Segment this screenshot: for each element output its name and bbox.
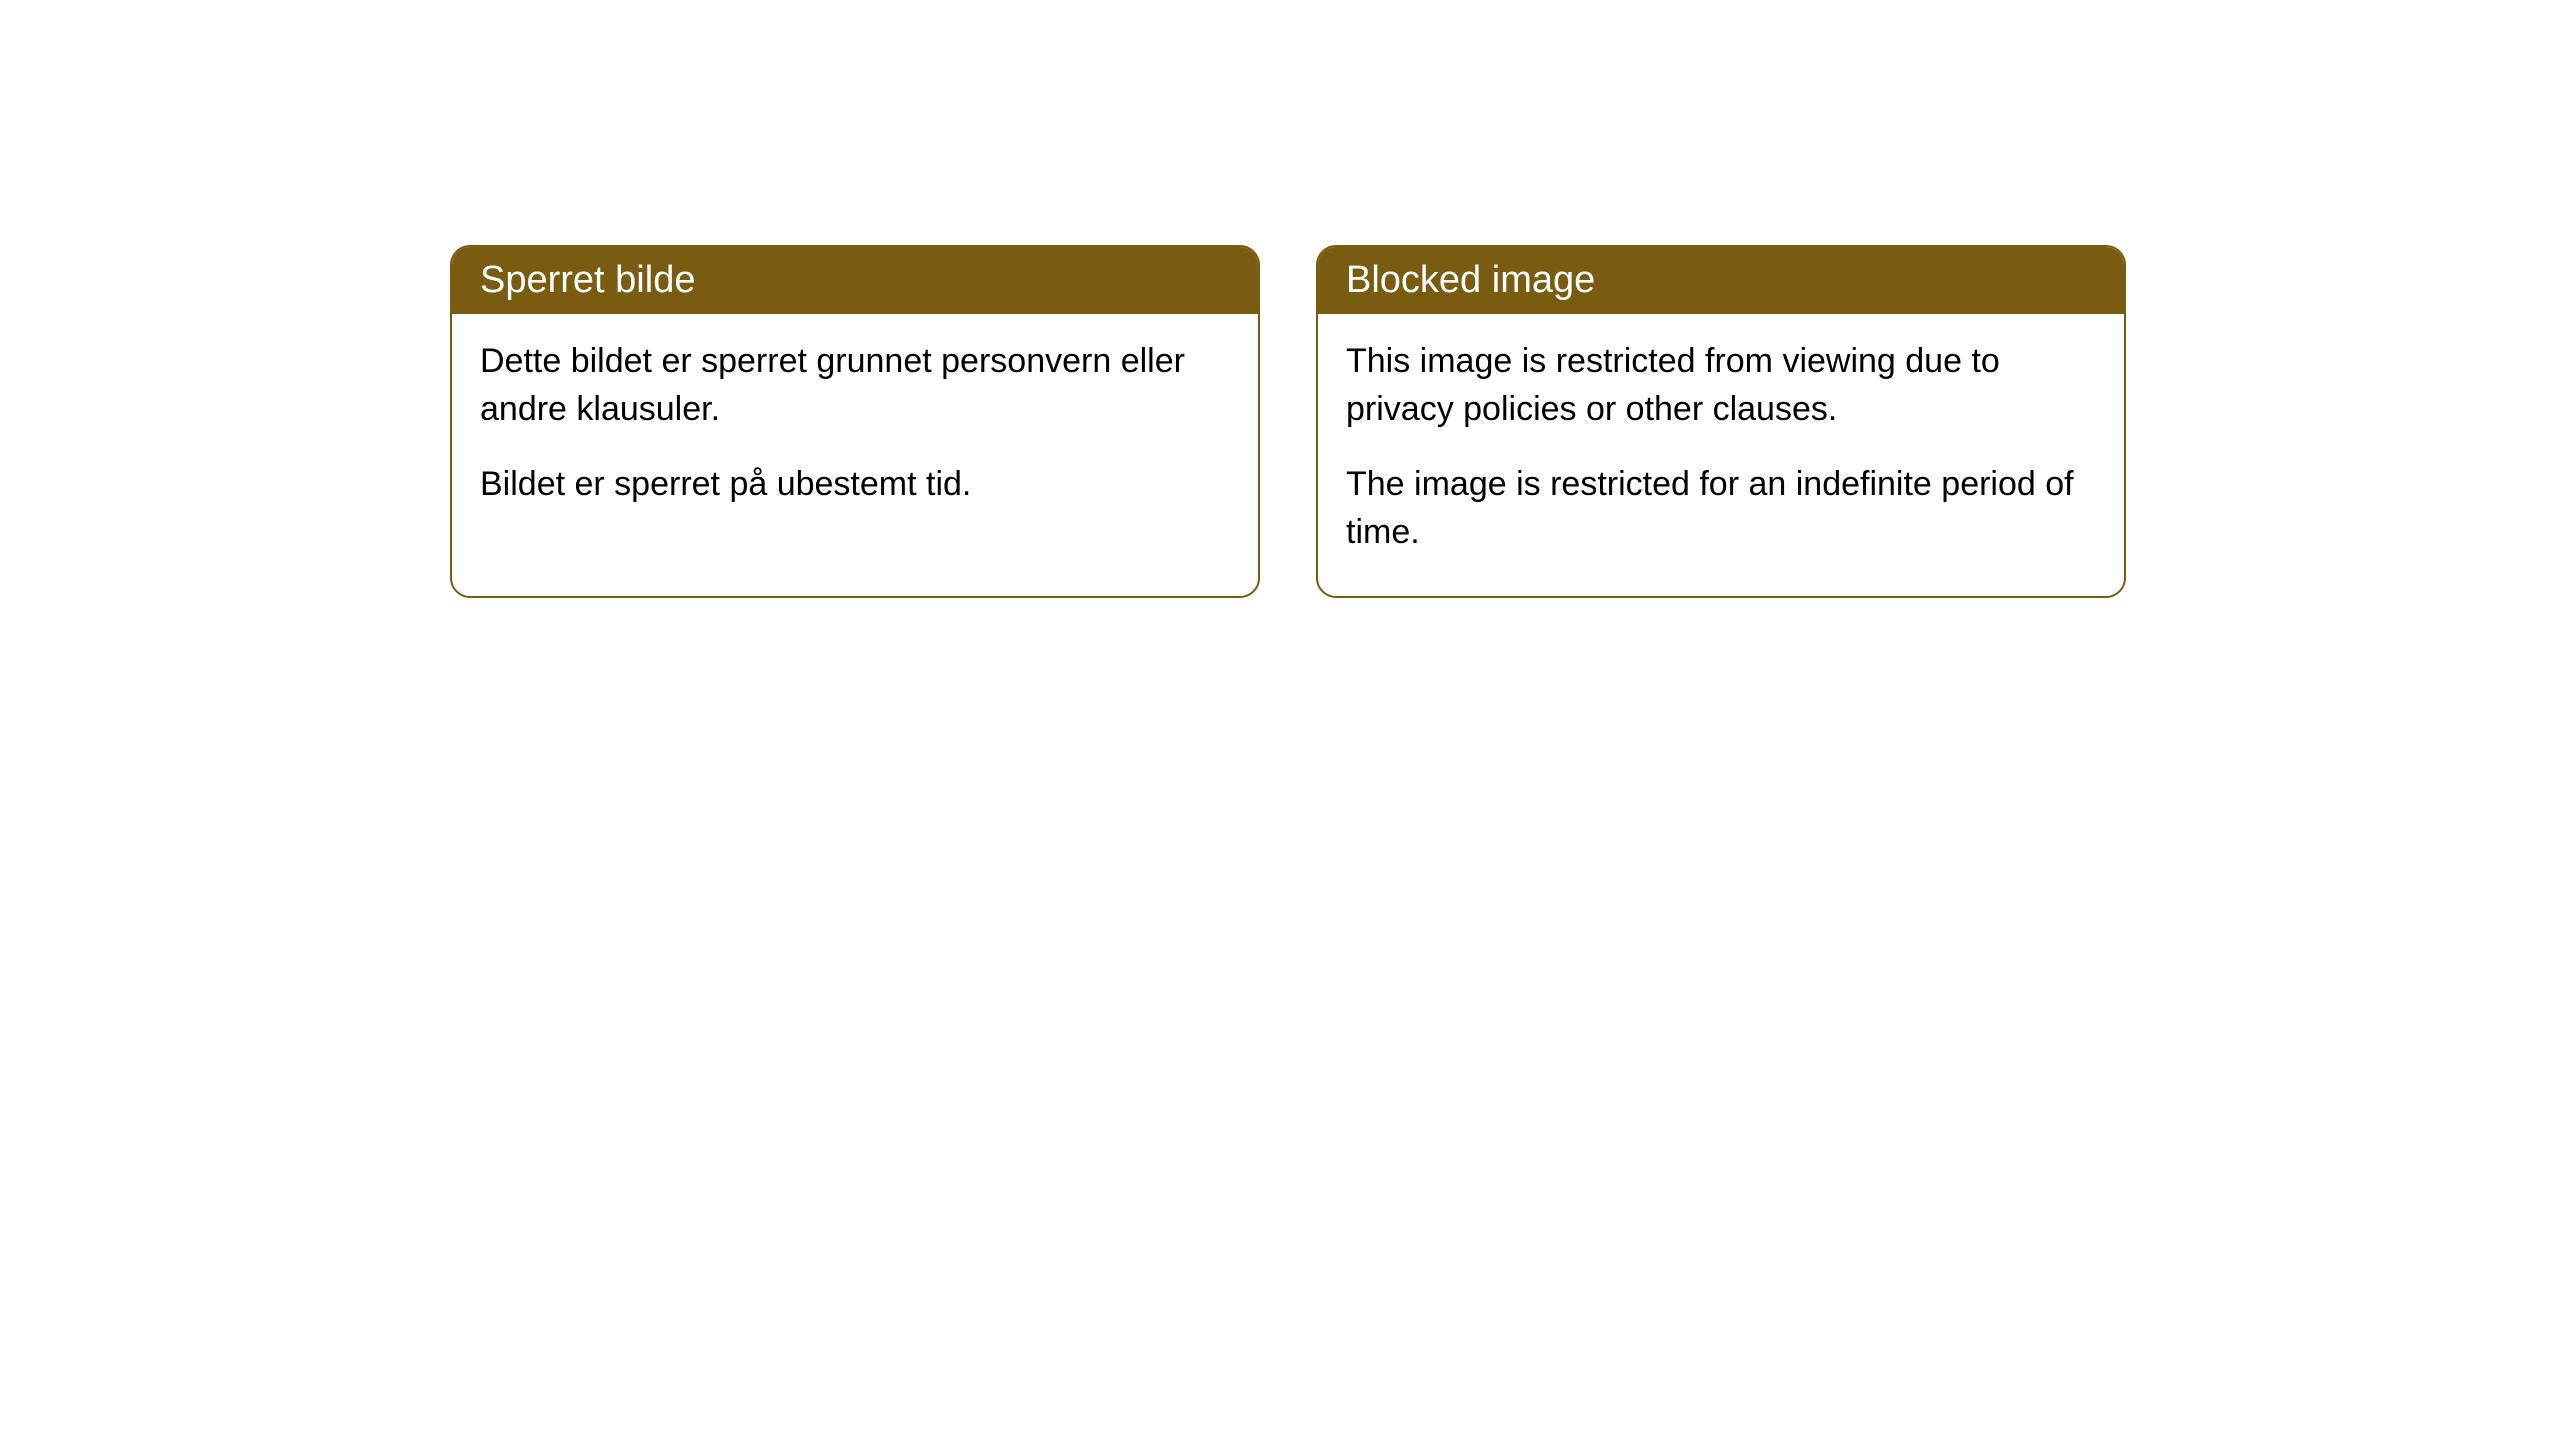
card-paragraph: This image is restricted from viewing du… [1346,338,2096,433]
card-body: Dette bildet er sperret grunnet personve… [452,314,1258,549]
notification-card-english: Blocked image This image is restricted f… [1316,245,2126,598]
card-paragraph: Dette bildet er sperret grunnet personve… [480,338,1230,433]
card-paragraph: Bildet er sperret på ubestemt tid. [480,461,1230,509]
notification-card-norwegian: Sperret bilde Dette bildet er sperret gr… [450,245,1260,598]
card-paragraph: The image is restricted for an indefinit… [1346,461,2096,556]
card-title: Blocked image [1318,247,2124,314]
notification-cards-container: Sperret bilde Dette bildet er sperret gr… [450,245,2560,598]
card-title: Sperret bilde [452,247,1258,314]
card-body: This image is restricted from viewing du… [1318,314,2124,596]
